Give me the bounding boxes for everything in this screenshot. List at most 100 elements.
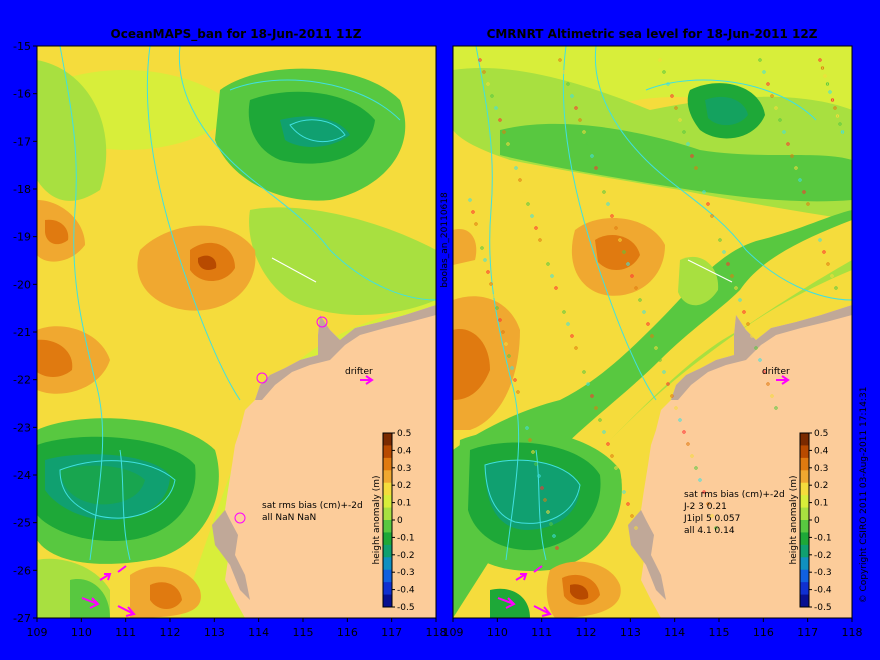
- altimeter-marker: [634, 526, 638, 530]
- x-tick-label: 111: [531, 626, 552, 639]
- right-stats-line-3: J1ipl 5 0.057: [683, 514, 740, 524]
- colorbar-tick-label: 0.3: [814, 464, 828, 474]
- colorbar-tick-label: -0.2: [814, 551, 832, 561]
- altimeter-marker: [546, 510, 550, 514]
- colorbar-tick-label: 0.4: [814, 446, 829, 456]
- altimeter-marker: [574, 346, 578, 350]
- altimeter-marker: [654, 346, 658, 350]
- altimeter-marker: [494, 106, 498, 110]
- altimeter-marker: [486, 82, 490, 86]
- colorbar-swatch: [383, 433, 392, 446]
- altimeter-marker: [582, 370, 586, 374]
- altimeter-marker: [578, 118, 582, 122]
- altimeter-marker: [558, 298, 562, 302]
- altimeter-marker: [606, 202, 610, 206]
- altimeter-marker: [598, 178, 602, 182]
- altimeter-marker: [674, 106, 678, 110]
- colorbar-swatch: [383, 520, 392, 533]
- x-tick-label: 109: [27, 626, 48, 639]
- x-tick-label: 116: [337, 626, 358, 639]
- x-tick-label: 117: [381, 626, 402, 639]
- altimeter-marker: [786, 142, 790, 146]
- y-tick-label: -22: [13, 374, 31, 387]
- altimeter-marker: [482, 70, 486, 74]
- altimeter-marker: [474, 222, 478, 226]
- altimeter-marker: [754, 346, 758, 350]
- altimeter-marker: [570, 334, 574, 338]
- altimeter-marker: [602, 430, 606, 434]
- altimeter-marker: [840, 130, 845, 134]
- altimeter-marker: [678, 118, 682, 122]
- y-tick-label: -24: [13, 469, 31, 482]
- y-tick-label: -15: [13, 40, 31, 53]
- y-tick-label: -23: [13, 421, 31, 434]
- altimeter-marker: [498, 118, 502, 122]
- altimeter-marker: [742, 310, 746, 314]
- altimeter-marker: [746, 322, 750, 326]
- altimeter-marker: [758, 358, 762, 362]
- altimeter-marker: [552, 534, 556, 538]
- altimeter-marker: [566, 322, 570, 326]
- right-panel-title: CMRNRT Altimetric sea level for 18-Jun-2…: [487, 27, 818, 41]
- altimeter-marker: [594, 166, 598, 170]
- colorbar-tick-label: 0.2: [397, 481, 411, 491]
- x-tick-label: 112: [576, 626, 597, 639]
- copyright-label: © Copyright CSIRO 2011 03-Aug-2011 17:14…: [859, 387, 869, 604]
- altimeter-marker: [766, 382, 770, 386]
- right-stats-line-4: all 4.1 0.14: [684, 526, 735, 536]
- altimeter-marker: [818, 58, 822, 62]
- altimeter-marker: [806, 202, 810, 206]
- altimeter-marker: [614, 466, 618, 470]
- altimeter-marker: [706, 202, 710, 206]
- altimeter-marker: [830, 274, 834, 278]
- altimeter-marker: [540, 486, 544, 490]
- left-y-axis-ticks: -15 -16 -17 -18 -19 -20 -21 -22 -23 -24 -25 -26 -27: [13, 40, 37, 625]
- altimeter-marker: [750, 334, 754, 338]
- altimeter-marker: [682, 130, 686, 134]
- colorbar-tick-label: 0.3: [397, 464, 411, 474]
- colorbar-label: height anomaly (m): [789, 475, 799, 564]
- altimeter-marker: [626, 502, 630, 506]
- altimeter-marker: [822, 250, 826, 254]
- colorbar-swatch: [800, 482, 809, 496]
- altimeter-marker: [614, 226, 618, 230]
- altimeter-marker: [710, 514, 714, 518]
- x-tick-label: 113: [620, 626, 641, 639]
- altimeter-marker: [834, 286, 838, 290]
- left-stats-line-2: all NaN NaN: [262, 513, 316, 523]
- x-tick-label: 115: [709, 626, 730, 639]
- colorbar-swatch: [383, 482, 392, 496]
- x-tick-label: 114: [248, 626, 269, 639]
- altimeter-marker: [554, 286, 558, 290]
- y-tick-label: -17: [13, 135, 31, 148]
- colorbar-swatch: [800, 445, 809, 459]
- altimeter-marker: [566, 82, 570, 86]
- altimeter-marker: [510, 366, 514, 370]
- altimeter-marker: [480, 246, 484, 250]
- colorbar-tick-label: 0.1: [814, 499, 828, 509]
- altimeter-marker: [662, 70, 666, 74]
- x-tick-label: 110: [487, 626, 508, 639]
- altimeter-marker: [495, 306, 499, 310]
- altimeter-marker: [762, 370, 766, 374]
- altimeter-marker: [530, 214, 534, 218]
- altimeter-marker: [774, 406, 778, 410]
- altimeter-marker: [828, 90, 832, 94]
- altimeter-marker: [794, 166, 798, 170]
- colorbar-swatch: [383, 544, 392, 558]
- colorbar-swatch: [800, 507, 809, 521]
- right-drifter-label: drifter: [762, 367, 790, 377]
- altimeter-marker: [618, 238, 622, 242]
- colorbar-swatch: [383, 582, 392, 596]
- altimeter-marker: [730, 274, 734, 278]
- x-tick-label: 118: [842, 626, 863, 639]
- altimeter-marker: [666, 82, 670, 86]
- altimeter-marker: [514, 166, 518, 170]
- x-tick-label: 114: [664, 626, 685, 639]
- right-stats-line-1: sat rms bias (cm)+-2d: [684, 490, 785, 500]
- colorbar-tick-label: -0.2: [397, 551, 415, 561]
- altimeter-marker: [594, 406, 598, 410]
- altimeter-marker: [770, 94, 774, 98]
- altimeter-marker: [510, 154, 514, 158]
- x-tick-label: 109: [443, 626, 464, 639]
